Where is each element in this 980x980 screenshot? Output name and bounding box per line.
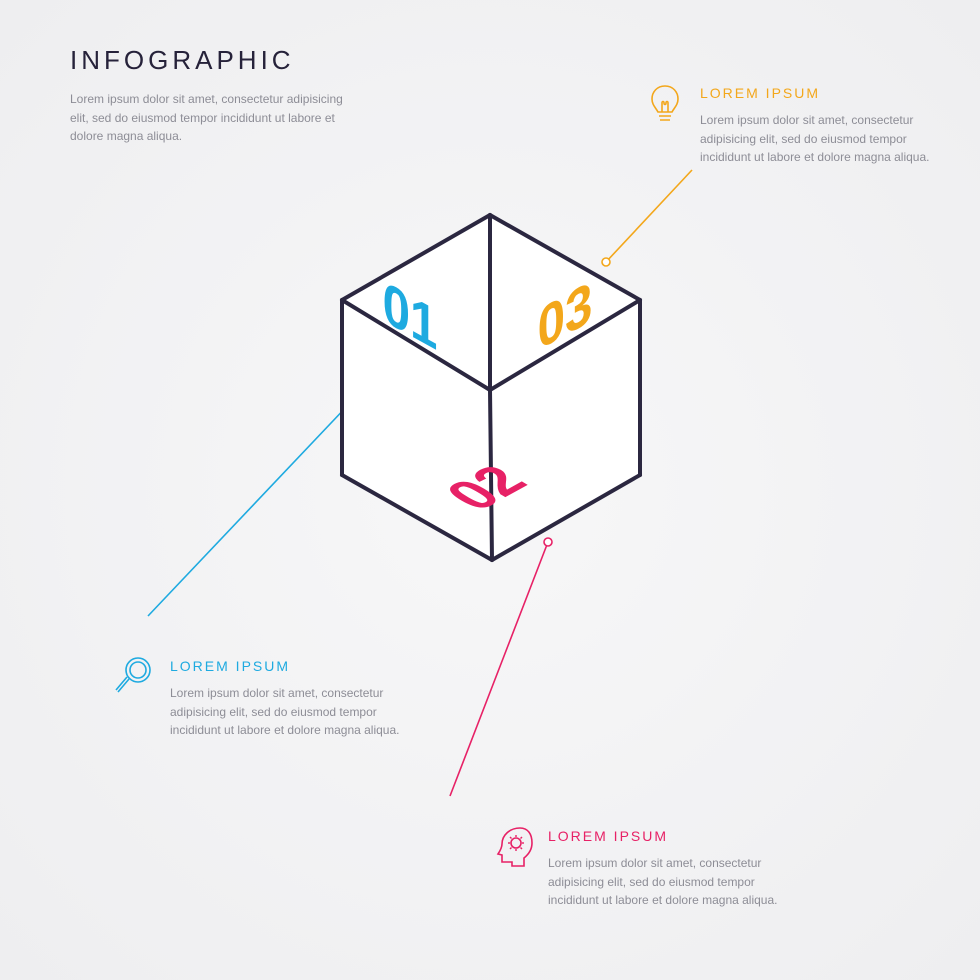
callout-03: LOREM IPSUM Lorem ipsum dolor sit amet, … xyxy=(700,85,960,167)
magnifier-icon xyxy=(112,652,158,698)
callout-03-title: LOREM IPSUM xyxy=(700,85,960,101)
lightbulb-icon xyxy=(642,80,688,126)
callout-02-body: Lorem ipsum dolor sit amet, consectetur … xyxy=(548,854,808,910)
callout-01-title: LOREM IPSUM xyxy=(170,658,430,674)
callout-02: LOREM IPSUM Lorem ipsum dolor sit amet, … xyxy=(548,828,808,910)
callout-02-title: LOREM IPSUM xyxy=(548,828,808,844)
callout-01-body: Lorem ipsum dolor sit amet, consectetur … xyxy=(170,684,430,740)
callout-01: LOREM IPSUM Lorem ipsum dolor sit amet, … xyxy=(170,658,430,740)
callout-03-body: Lorem ipsum dolor sit amet, consectetur … xyxy=(700,111,960,167)
head-gear-icon xyxy=(490,822,536,868)
